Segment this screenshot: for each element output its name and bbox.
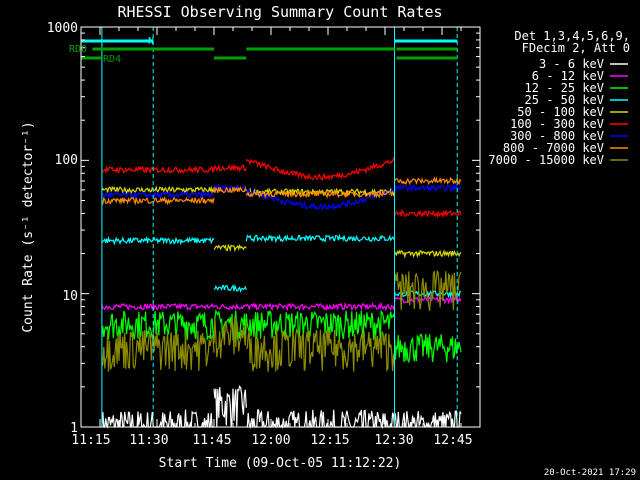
series-line bbox=[213, 163, 247, 173]
series-line bbox=[245, 189, 395, 199]
legend-header: FDecim 2, Att 0 bbox=[522, 41, 630, 55]
x-tick-label: 11:30 bbox=[129, 433, 168, 448]
legend-label: 50 - 100 keV bbox=[517, 105, 604, 119]
flag-label-n: N bbox=[148, 36, 154, 47]
legend-label: 25 - 50 keV bbox=[525, 93, 604, 107]
x-tick-label: 11:45 bbox=[192, 433, 231, 448]
series-line bbox=[394, 208, 462, 219]
series-line bbox=[213, 186, 247, 194]
flag-label-rd0: RD0 bbox=[69, 44, 87, 55]
series-line bbox=[393, 249, 462, 259]
series-line bbox=[101, 235, 215, 246]
chart-title: RHESSI Observing Summary Count Rates bbox=[117, 3, 442, 21]
series-line bbox=[213, 385, 247, 428]
series-line bbox=[245, 309, 396, 340]
series-line bbox=[393, 183, 462, 193]
y-tick-label: 1000 bbox=[47, 21, 78, 36]
series-line bbox=[101, 302, 215, 311]
series-line bbox=[213, 302, 247, 311]
series-line bbox=[213, 284, 247, 293]
x-tick-label: 12:30 bbox=[374, 433, 413, 448]
x-axis-label: Start Time (09-Oct-05 11:12:22) bbox=[159, 456, 402, 471]
series-line bbox=[101, 165, 215, 175]
legend: Det 1,3,4,5,6,9, FDecim 2, Att 0 3 - 6 k… bbox=[488, 29, 630, 167]
series-line bbox=[101, 195, 215, 206]
legend-label: 12 - 25 keV bbox=[525, 81, 604, 95]
series-line bbox=[245, 233, 396, 244]
legend-label: 300 - 800 keV bbox=[510, 129, 604, 143]
flag-label-rd4: RD4 bbox=[103, 54, 121, 65]
series-line bbox=[245, 327, 396, 373]
series-line bbox=[245, 301, 396, 312]
series-line bbox=[101, 185, 215, 195]
series-line bbox=[213, 243, 247, 253]
flag-bars bbox=[81, 39, 458, 60]
legend-label: 6 - 12 keV bbox=[532, 69, 604, 83]
x-tick-label: 12:45 bbox=[433, 433, 472, 448]
vertical-markers bbox=[101, 27, 458, 427]
legend-label: 100 - 300 keV bbox=[510, 117, 604, 131]
series-line bbox=[101, 330, 215, 372]
legend-header: Det 1,3,4,5,6,9, bbox=[514, 29, 630, 43]
axis-ticks bbox=[81, 27, 480, 428]
y-tick-label: 100 bbox=[55, 153, 78, 168]
legend-label: 3 - 6 keV bbox=[539, 57, 604, 71]
x-tick-label: 11:15 bbox=[71, 433, 110, 448]
series-line bbox=[393, 333, 462, 364]
plot-frame bbox=[80, 26, 481, 428]
series-line bbox=[393, 289, 462, 299]
series-line bbox=[101, 189, 215, 200]
series-line bbox=[393, 269, 462, 311]
series-line bbox=[213, 317, 247, 359]
series-line bbox=[245, 157, 395, 182]
series-line bbox=[101, 310, 215, 342]
series-line bbox=[213, 309, 247, 341]
y-axis-label: Count Rate (s⁻¹ detector⁻¹) bbox=[21, 121, 36, 332]
x-tick-label: 12:00 bbox=[251, 433, 290, 448]
x-tick-label: 12:15 bbox=[310, 433, 349, 448]
y-tick-label: 10 bbox=[62, 289, 78, 304]
legend-label: 800 - 7000 keV bbox=[503, 141, 604, 155]
series-line bbox=[393, 176, 462, 186]
y-tick-label: 1 bbox=[70, 421, 78, 436]
legend-label: 7000 - 15000 keV bbox=[488, 153, 604, 167]
date-stamp: 20-Oct-2021 17:29 bbox=[544, 468, 636, 478]
